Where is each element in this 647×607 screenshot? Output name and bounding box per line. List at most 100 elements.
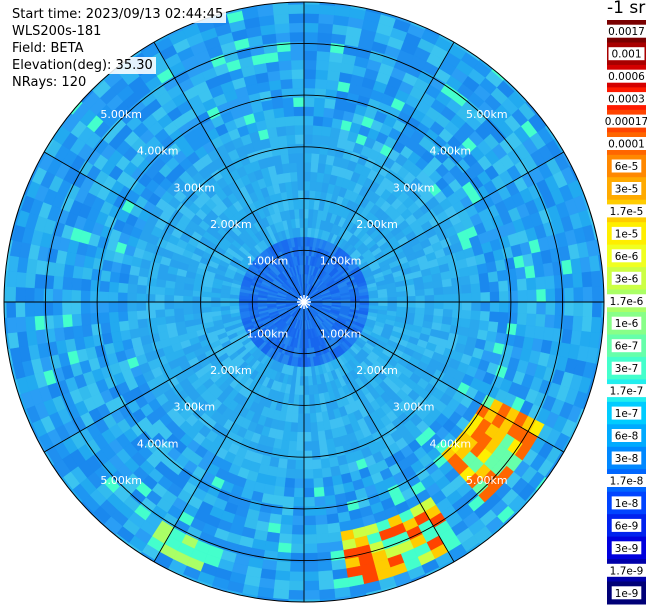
range-gate: [314, 78, 328, 90]
range-gate: [303, 394, 310, 405]
colorbar-tick-label: 3e-8: [615, 453, 639, 465]
range-gate: [312, 468, 323, 479]
range-gate: [320, 458, 331, 469]
range-gate: [24, 272, 36, 289]
instrument-label: WLS200s-181: [12, 23, 105, 40]
range-gate: [378, 297, 389, 303]
range-gate: [329, 465, 342, 477]
range-gate: [387, 301, 398, 308]
range-gate: [545, 301, 556, 316]
colorbar-tick-label: 1e-9: [615, 588, 639, 600]
range-gate: [303, 469, 314, 480]
range-ring-label: 1.00km: [320, 328, 362, 341]
range-gate: [81, 324, 93, 338]
range-gate: [290, 50, 305, 61]
range-gate: [295, 450, 305, 461]
range-gate: [100, 269, 112, 282]
range-gate: [545, 288, 556, 303]
range-gate: [182, 301, 193, 309]
range-gate: [294, 469, 305, 480]
colorbar-tick-label: 0.0001: [608, 139, 645, 151]
range-gate: [99, 311, 110, 324]
range-gate: [414, 289, 426, 297]
range-ring-label: 5.00km: [466, 474, 508, 487]
range-ring-label: 2.00km: [356, 218, 398, 231]
range-gate: [271, 98, 284, 110]
range-gate: [281, 162, 291, 174]
range-gate: [461, 310, 472, 320]
start-time-label: Start time: 2023/09/13 02:44:45: [12, 6, 227, 23]
range-gate: [24, 301, 35, 317]
range-gate: [285, 125, 296, 136]
range-gate: [117, 301, 128, 312]
range-gate: [284, 115, 295, 127]
range-gate: [591, 286, 603, 303]
range-gate: [299, 227, 305, 238]
range-gate: [229, 305, 240, 311]
range-gate: [517, 290, 528, 303]
range-gate: [268, 136, 280, 148]
range-gate: [5, 286, 17, 303]
colorbar-tick-label: 6e-8: [615, 431, 639, 443]
range-gate: [268, 79, 282, 91]
range-gate: [295, 143, 305, 154]
range-gate: [315, 533, 330, 544]
range-gate: [278, 144, 289, 156]
range-gate: [515, 324, 527, 338]
colorbar-tick-label: 0.0003: [608, 94, 645, 106]
colorbar-tick-label: 1.7e-9: [610, 565, 644, 577]
range-ring-label: 5.00km: [100, 474, 142, 487]
range-gate: [590, 270, 602, 288]
range-gate: [273, 579, 290, 591]
range-gate: [182, 295, 193, 303]
range-ring-label: 5.00km: [466, 108, 508, 121]
range-gate: [313, 496, 326, 507]
range-gate: [303, 515, 316, 526]
range-gate: [452, 301, 463, 311]
range-gate: [469, 319, 481, 330]
range-gate: [312, 134, 322, 145]
range-gate: [498, 291, 510, 303]
range-gate: [277, 135, 288, 146]
range-gate: [126, 292, 137, 303]
range-gate: [461, 284, 472, 294]
range-gate: [43, 288, 54, 303]
range-gate: [316, 551, 332, 563]
range-gate: [70, 301, 82, 315]
range-gate: [280, 153, 290, 165]
colorbar-tick-label: 3e-6: [615, 273, 639, 285]
range-ring-label: 1.00km: [247, 254, 289, 267]
range-gate: [280, 78, 294, 90]
range-gate: [276, 125, 287, 137]
range-gate: [303, 171, 312, 182]
range-gate: [328, 531, 343, 543]
range-gate: [295, 152, 305, 163]
ppi-disc: [4, 2, 604, 602]
range-gate: [450, 276, 462, 287]
range-gate: [303, 552, 318, 563]
range-gate: [272, 4, 290, 16]
range-gate: [320, 135, 331, 146]
range-gate: [433, 301, 444, 310]
range-gate: [287, 143, 297, 155]
range-gate: [591, 301, 603, 318]
range-gate: [524, 265, 536, 279]
range-gate: [496, 322, 508, 335]
range-gate: [127, 310, 138, 321]
range-gate: [303, 431, 312, 442]
range-gate: [283, 172, 292, 183]
range-gate: [544, 275, 556, 290]
range-gate: [99, 280, 110, 293]
range-gate: [281, 505, 294, 517]
range-ring-label: 2.00km: [210, 364, 252, 377]
range-ring-label: 3.00km: [393, 181, 435, 194]
range-gate: [291, 68, 305, 80]
range-gate: [478, 272, 490, 284]
range-gate: [467, 264, 479, 277]
range-gate: [498, 311, 509, 324]
range-gate: [303, 143, 313, 154]
colorbar-tick-label: 0.00017: [605, 116, 647, 128]
range-gate: [293, 199, 300, 210]
range-gate: [294, 115, 305, 126]
